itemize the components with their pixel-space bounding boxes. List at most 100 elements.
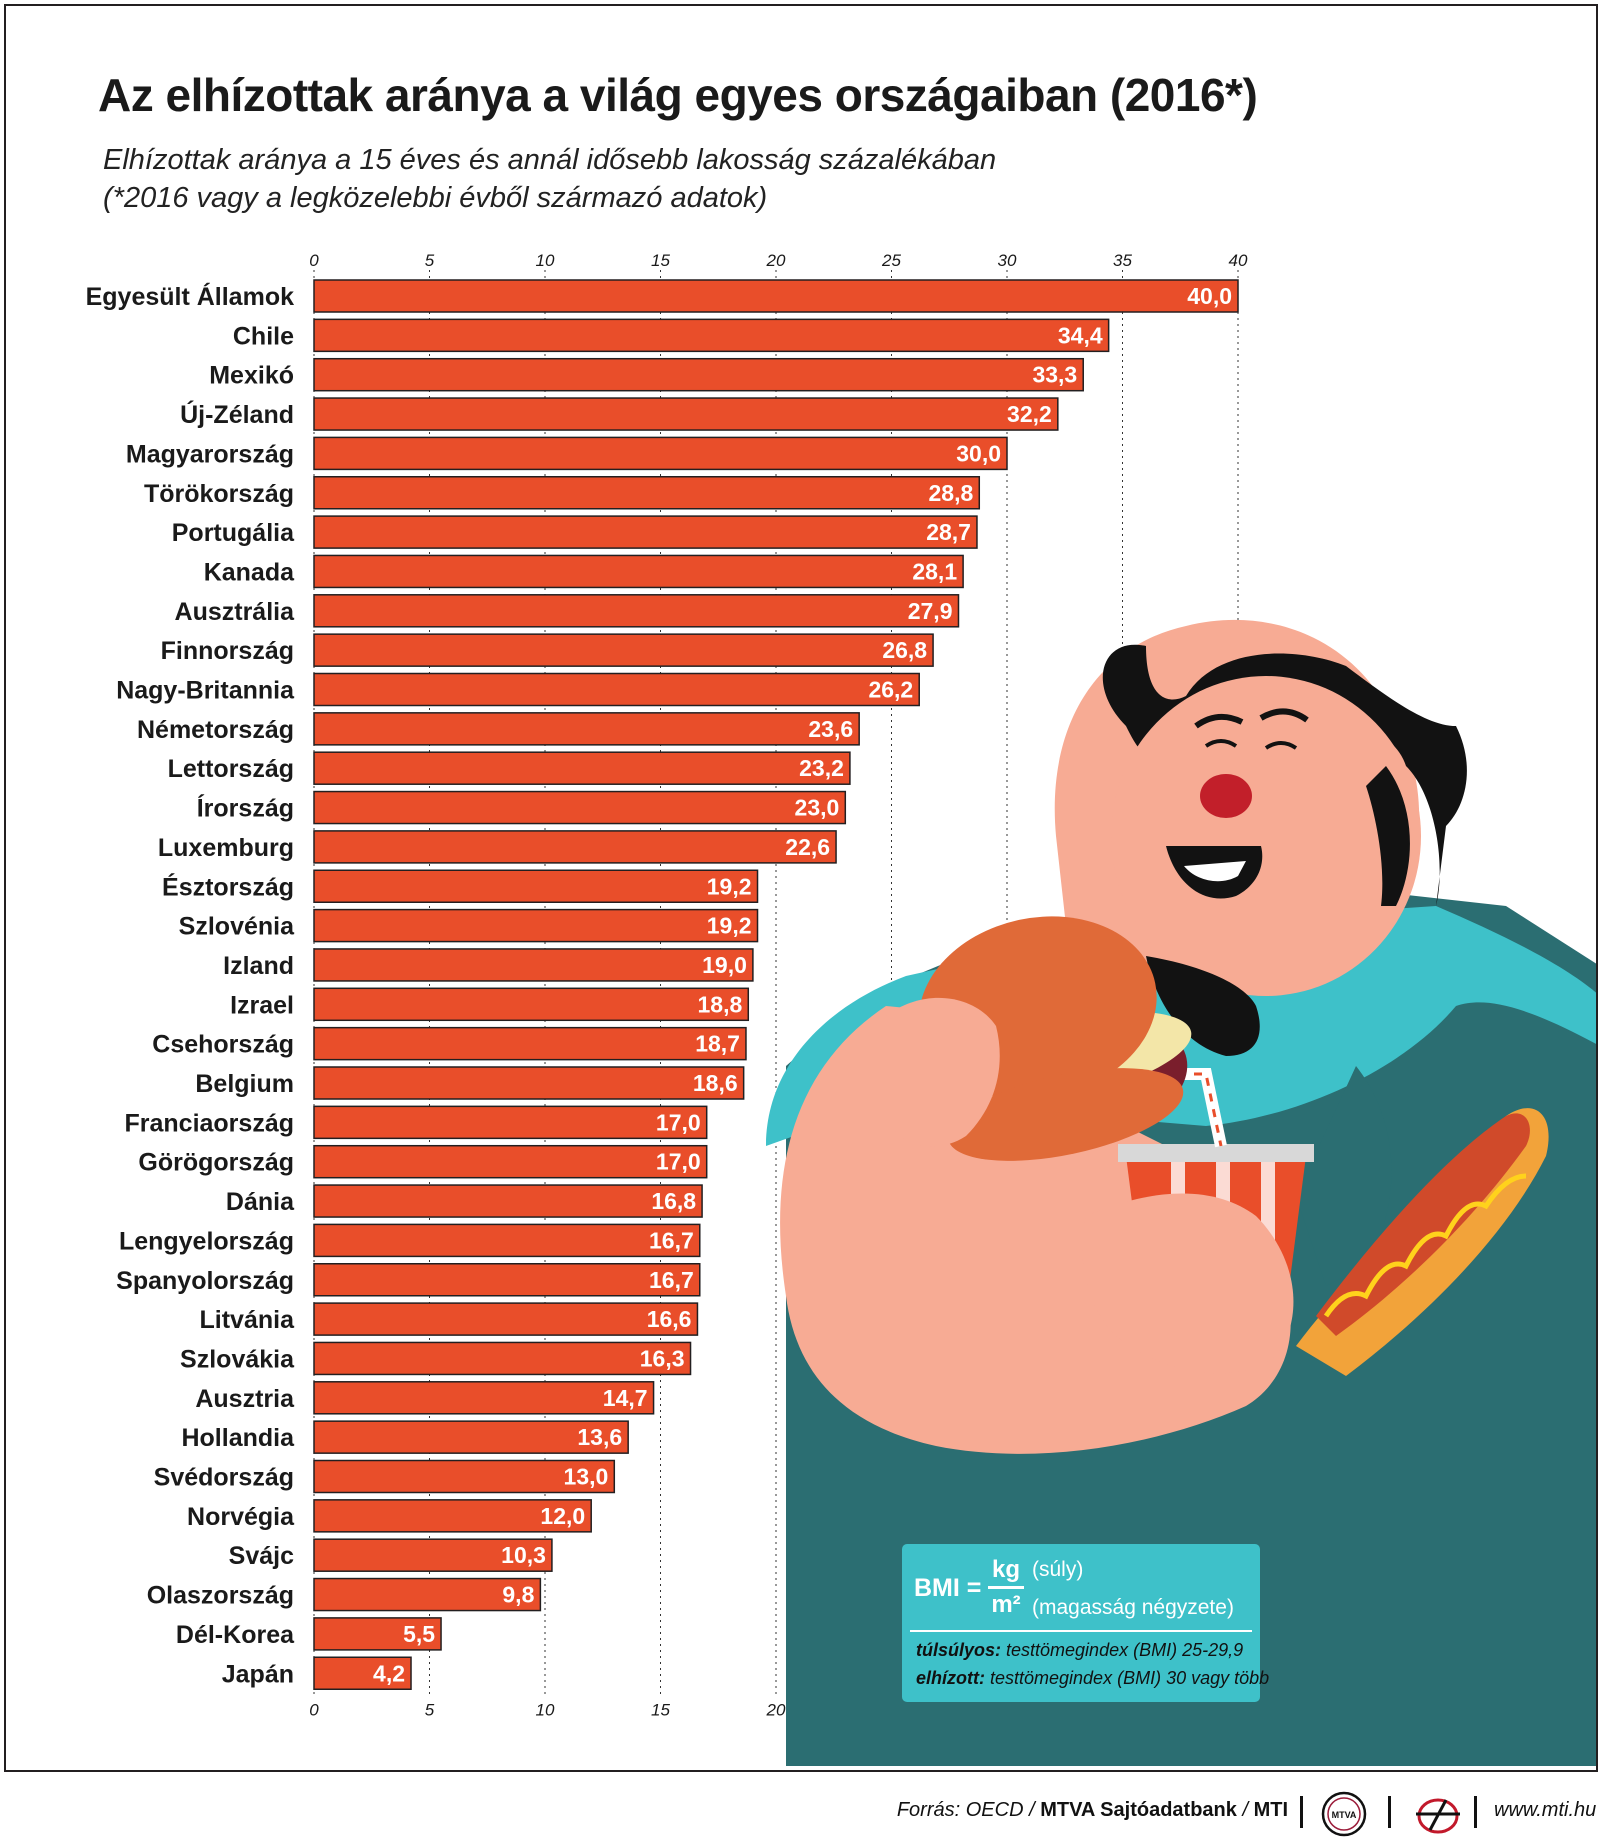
- right-eye: [1264, 741, 1298, 750]
- category-label: Finnország: [161, 637, 294, 665]
- value-label: 19,0: [702, 952, 747, 978]
- value-label: 18,6: [693, 1070, 738, 1096]
- bar: [313, 515, 978, 549]
- bmi-numerator-note: (súly): [1032, 1558, 1084, 1581]
- overweight-term: túlsúlyos:: [916, 1640, 1002, 1660]
- value-label: 14,7: [603, 1385, 648, 1411]
- hotdog-sausage: [1316, 1113, 1530, 1336]
- value-label: 18,7: [695, 1031, 740, 1057]
- bar: [313, 1656, 412, 1690]
- category-label: Hollandia: [181, 1424, 295, 1452]
- value-label: 23,2: [799, 755, 844, 781]
- bar: [313, 1184, 703, 1218]
- bar: [313, 357, 1084, 392]
- source-prefix: Forrás: OECD /: [896, 1799, 1041, 1821]
- bar: [313, 790, 847, 825]
- mtva-logo-text: MTVA: [1332, 1810, 1357, 1820]
- category-label: Lettország: [168, 755, 294, 783]
- left-eyebrow: [1194, 713, 1244, 729]
- bar: [313, 869, 759, 903]
- category-label: Ausztria: [195, 1385, 295, 1413]
- bar: [313, 830, 837, 864]
- source-sep: /: [1236, 1799, 1254, 1821]
- value-label: 23,0: [795, 795, 840, 821]
- category-label: Ausztrália: [175, 598, 296, 626]
- category-label: Chile: [233, 322, 294, 350]
- value-label: 5,5: [403, 1621, 435, 1647]
- bar: [313, 1302, 699, 1336]
- x-tick-label: 5: [425, 251, 435, 270]
- category-label: Olaszország: [147, 1582, 294, 1610]
- chart-x-axis-bottom: 0 5 10 15 20: [309, 1700, 786, 1719]
- category-label: Lengyelország: [119, 1227, 294, 1255]
- chart-title: Az elhízottak aránya a világ egyes orszá…: [98, 69, 1258, 121]
- footer-separator: [1300, 1796, 1303, 1828]
- bmi-denominator: m²: [991, 1591, 1021, 1618]
- category-label: Luxemburg: [158, 834, 294, 862]
- bar: [313, 633, 934, 667]
- category-label: Magyarország: [126, 440, 294, 468]
- category-label: Mexikó: [209, 362, 294, 390]
- category-label: Törökország: [144, 480, 294, 508]
- bar: [313, 1105, 708, 1140]
- value-label: 30,0: [956, 440, 1001, 466]
- bmi-obese-row: elhízott: testtömegindex (BMI) 30 vagy t…: [916, 1668, 1269, 1689]
- category-label: Spanyolország: [116, 1267, 294, 1295]
- bar-chart: Egyesült Államok Chile Mexikó Új-Zéland Magy…: [86, 251, 1596, 1766]
- bmi-divider: [910, 1630, 1252, 1632]
- infographic-frame: Az elhízottak aránya a világ egyes orszá…: [4, 4, 1598, 1772]
- bar: [313, 594, 960, 628]
- bar: [313, 397, 1059, 431]
- category-label: Nagy-Britannia: [116, 677, 295, 705]
- value-label: 22,6: [785, 834, 830, 860]
- value-label: 34,4: [1058, 322, 1103, 348]
- bar: [313, 1617, 442, 1651]
- mtva-logo-icon: MTVA: [1321, 1791, 1367, 1837]
- footer-separator: [1388, 1796, 1391, 1828]
- value-label: 16,3: [640, 1345, 685, 1371]
- source-mti: MTI: [1253, 1799, 1288, 1821]
- bar: [313, 1459, 616, 1494]
- chart-subtitle: Elhízottak aránya a 15 éves és annál idő…: [103, 144, 997, 176]
- x-tick-label: 40: [1229, 251, 1248, 270]
- category-label: Egyesült Államok: [86, 282, 294, 311]
- value-label: 16,6: [647, 1306, 692, 1332]
- value-label: 28,7: [926, 519, 971, 545]
- category-label: Dánia: [226, 1188, 295, 1216]
- x-tick-label: 20: [766, 1700, 786, 1719]
- obese-desc: testtömegindex (BMI) 30 vagy több: [985, 1668, 1270, 1688]
- bar: [313, 948, 754, 982]
- bmi-overweight-row: túlsúlyos: testtömegindex (BMI) 25-29,9: [916, 1640, 1243, 1661]
- bar: [313, 672, 920, 707]
- value-label: 19,2: [707, 913, 752, 939]
- x-tick-label: 30: [998, 251, 1017, 270]
- chart-value-labels: 40,0 34,4 33,3 32,230,0 28,8 28,7 28,1 27,9 26,8…: [373, 283, 1232, 1686]
- value-label: 26,2: [868, 677, 913, 703]
- bar: [313, 1223, 701, 1258]
- bar: [313, 1341, 692, 1376]
- chart-category-labels: Egyesült Államok Chile Mexikó Új-Zéland Magy…: [86, 282, 296, 1688]
- bar: [313, 1066, 745, 1100]
- category-label: Észtország: [162, 872, 294, 901]
- value-label: 9,8: [502, 1582, 534, 1608]
- value-label: 10,3: [501, 1542, 546, 1568]
- value-label: 16,7: [649, 1267, 694, 1293]
- value-label: 16,7: [649, 1227, 694, 1253]
- value-label: 12,0: [540, 1503, 585, 1529]
- bmi-numerator: kg: [991, 1556, 1020, 1583]
- category-label: Svájc: [229, 1542, 294, 1570]
- teeth-shape: [1184, 861, 1246, 882]
- mti-logo-icon: [1416, 1798, 1460, 1834]
- category-label: Norvégia: [187, 1503, 295, 1531]
- x-tick-label: 5: [425, 1700, 435, 1719]
- value-label: 23,6: [808, 716, 853, 742]
- chart-x-axis-top: 0 5 10 15 20 25 30 35 40: [309, 251, 1248, 270]
- x-tick-label: 20: [766, 251, 786, 270]
- bar: [313, 279, 1239, 313]
- source-credit: Forrás: OECD / MTVA Sajtóadatbank / MTI: [897, 1799, 1288, 1822]
- bar: [313, 751, 851, 785]
- bmi-denominator-note: (magasság négyzete): [1032, 1596, 1234, 1619]
- x-tick-label: 10: [536, 251, 555, 270]
- category-label: Szlovákia: [180, 1345, 295, 1373]
- value-label: 17,0: [656, 1109, 701, 1135]
